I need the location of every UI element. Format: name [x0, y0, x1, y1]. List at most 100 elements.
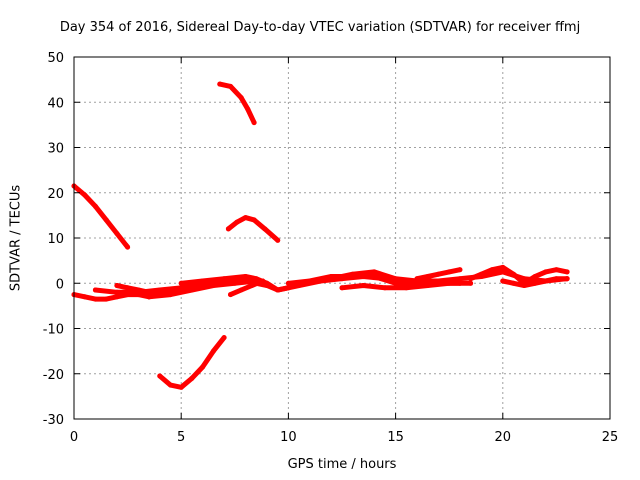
data-point [228, 292, 233, 298]
data-point [275, 287, 281, 293]
data-point [564, 276, 570, 282]
data-point [564, 269, 570, 275]
y-axis-label: SDTVAR / TECUs [8, 184, 24, 292]
data-point [478, 271, 484, 277]
data-point [393, 280, 399, 286]
data-point [532, 274, 538, 279]
data-point [82, 192, 88, 198]
data-point [238, 287, 244, 293]
y-tick-label: 10 [47, 232, 64, 247]
series-arc-high-descending [217, 81, 257, 126]
chart-title: Day 354 of 2016, Sidereal Day-to-day VTE… [59, 20, 581, 35]
data-point [446, 269, 452, 275]
data-point [500, 278, 506, 284]
data-point [425, 283, 431, 288]
data-point [371, 269, 377, 275]
data-point [500, 264, 506, 270]
data-point [553, 267, 559, 273]
data-point [135, 287, 141, 293]
data-point [457, 267, 463, 273]
x-tick-label: 5 [177, 430, 185, 445]
y-tick-label: 0 [56, 277, 64, 292]
data-point [168, 292, 173, 298]
data-point [103, 296, 109, 302]
data-point [382, 285, 388, 291]
data-point [328, 276, 334, 282]
data-point [125, 285, 131, 291]
y-tick-label: -20 [43, 368, 64, 383]
data-point [262, 226, 268, 232]
data-point [425, 274, 431, 279]
data-point [221, 276, 227, 282]
data-point [360, 283, 366, 288]
data-point [532, 280, 538, 286]
data-point [543, 278, 549, 284]
data-point [371, 274, 377, 279]
data-point [511, 280, 516, 286]
data-point [553, 276, 559, 282]
data-point [178, 384, 184, 390]
data-point [307, 278, 313, 284]
data-point [264, 280, 270, 286]
data-point [511, 271, 516, 277]
data-point [251, 120, 257, 126]
data-point [403, 285, 409, 291]
data-point [157, 373, 163, 379]
data-point [146, 289, 152, 295]
data-point [238, 95, 244, 101]
data-point [168, 382, 173, 388]
data-point [234, 219, 240, 225]
data-point [210, 283, 216, 288]
data-point [157, 287, 163, 293]
x-tick-label: 0 [70, 430, 78, 445]
data-point [249, 283, 255, 288]
data-point [260, 278, 266, 284]
data-point [200, 278, 206, 284]
data-point [543, 269, 549, 275]
data-point [114, 283, 120, 288]
data-point [253, 276, 259, 282]
data-point [189, 287, 195, 293]
grid [74, 57, 610, 419]
x-tick-label: 10 [280, 430, 297, 445]
y-tick-label: 20 [47, 187, 64, 202]
data-point [103, 217, 109, 223]
ticks: 0 5 10 15 20 25 -30 -20 -10 0 10 20 30 40 50 [43, 51, 619, 445]
data-layer [71, 81, 570, 390]
data-point [275, 237, 281, 243]
y-tick-label: 40 [47, 96, 64, 111]
data-point [436, 271, 441, 277]
data-point [221, 335, 227, 341]
series-band-l [468, 264, 570, 286]
data-point [468, 280, 474, 286]
data-point [489, 267, 495, 273]
x-tick-label: 25 [602, 430, 619, 445]
data-point [393, 276, 399, 282]
data-point [92, 287, 98, 293]
data-point [446, 280, 452, 286]
data-point [114, 231, 120, 236]
data-point [92, 203, 98, 209]
data-point [146, 294, 152, 300]
data-point [457, 276, 463, 282]
data-point [243, 215, 248, 221]
data-point [82, 294, 88, 300]
data-point [114, 289, 120, 295]
series-band-d [146, 278, 259, 300]
data-point [468, 276, 474, 282]
data-point [210, 348, 216, 354]
x-tick-label: 15 [387, 430, 404, 445]
data-point [189, 375, 195, 381]
series-band-f [228, 278, 266, 298]
data-point [521, 283, 527, 288]
y-tick-label: -30 [43, 413, 64, 428]
y-tick-label: 30 [47, 142, 64, 157]
data-point [125, 244, 131, 250]
data-point [245, 106, 251, 112]
data-point [232, 280, 238, 286]
data-point [178, 280, 184, 286]
data-point [414, 276, 420, 282]
data-point [217, 81, 223, 87]
data-point [243, 274, 248, 279]
